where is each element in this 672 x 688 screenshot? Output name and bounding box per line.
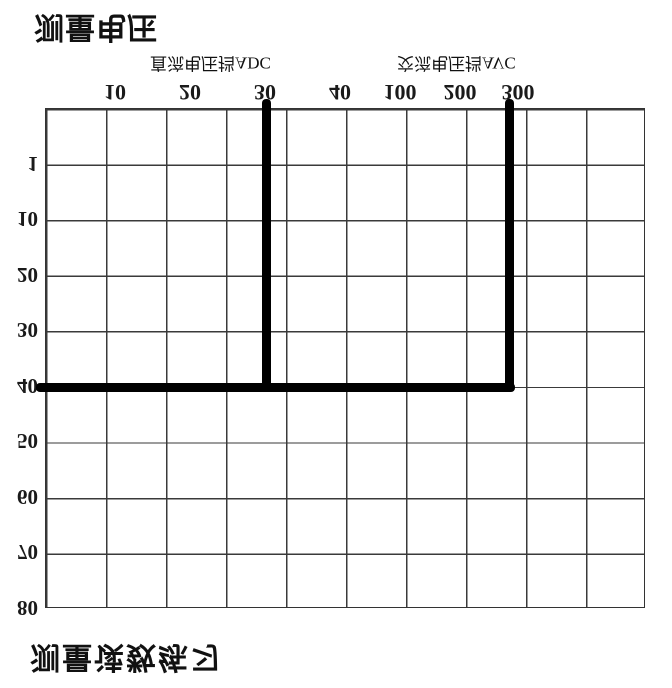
needle-vertical-ac [504,99,514,391]
y-tick-label: 30 [17,318,38,343]
y-tick-label: 50 [17,429,38,454]
page-title: 测量电压 [34,10,158,43]
x-tick-label: 200 [443,80,477,105]
y-tick-label: 1 [27,151,39,176]
needle-horizontal [36,382,515,392]
needle-vertical-dc [261,99,271,391]
figure-caption: 测量读数练习 [30,640,222,673]
dc-scale-label: 直流电压挡ADC [150,53,271,73]
y-tick-label: 80 [17,596,38,620]
grid [45,108,645,608]
x-tick-label: 300 [501,80,535,105]
y-tick-label: 70 [17,540,38,565]
ac-scale-label: 交流电压挡AVC [397,53,516,73]
x-tick-label: 10 [104,80,126,105]
y-tick-label: 10 [17,207,38,232]
x-tick-label: 20 [179,80,201,105]
x-tick-label: 100 [383,80,417,105]
y-tick-label: 20 [17,262,38,287]
x-tick-label: 40 [329,80,351,105]
y-tick-label: 60 [17,484,38,509]
y-tick-label: 40 [17,373,38,398]
